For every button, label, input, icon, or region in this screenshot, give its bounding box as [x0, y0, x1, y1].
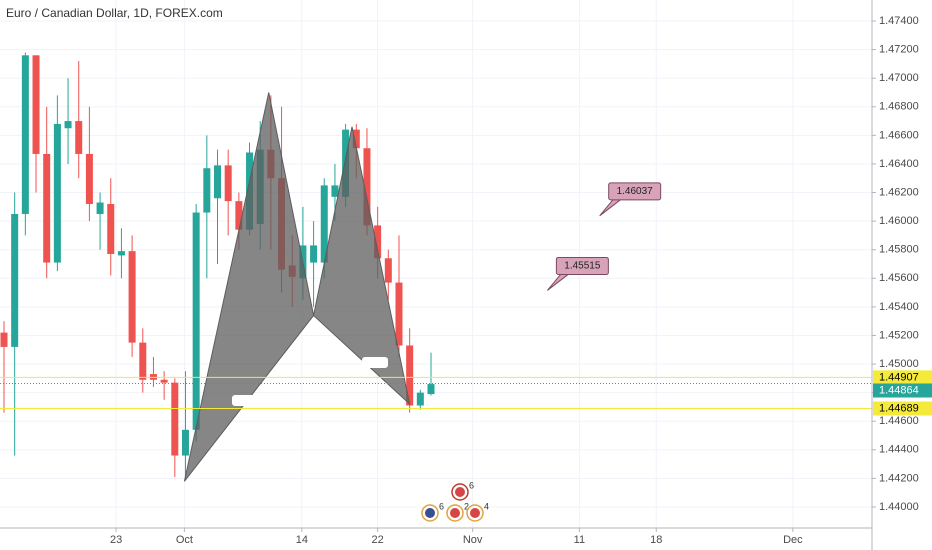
candle-body [53, 123, 61, 263]
candle-body [85, 153, 93, 204]
candle-body [203, 168, 211, 213]
y-tick-label: 1.44600 [879, 415, 919, 427]
x-tick-label: Oct [176, 534, 193, 546]
candle-body [363, 148, 371, 226]
candle-body [11, 213, 19, 347]
y-tick-label: 1.44000 [879, 501, 919, 513]
x-tick-label: 22 [372, 534, 384, 546]
candle-body [310, 245, 318, 263]
candle-body [21, 55, 29, 214]
candle-body [395, 282, 403, 346]
x-tick-label: Dec [783, 534, 803, 546]
y-tick-label: 1.45200 [879, 329, 919, 341]
y-tick-label: 1.44400 [879, 444, 919, 456]
candle-body [374, 225, 382, 259]
event-badge-count: 6 [469, 480, 474, 490]
candle-body [0, 332, 8, 347]
candle-body [214, 165, 222, 199]
event-badge-count: 2 [464, 501, 469, 511]
y-tick-label: 1.45600 [879, 272, 919, 284]
candle-body [117, 251, 125, 256]
candle-body [171, 382, 179, 456]
candle-body [416, 392, 424, 406]
y-tick-label: 1.46200 [879, 186, 919, 198]
y-tick-label: 1.47400 [879, 15, 919, 27]
candle-body [352, 129, 360, 149]
price-line-label-bg [873, 370, 932, 385]
event-flag [450, 508, 460, 518]
event-badge-count: 6 [439, 501, 444, 511]
callout-label: 1.45515 [564, 261, 601, 272]
candle-body [181, 429, 189, 456]
y-tick-label: 1.46000 [879, 215, 919, 227]
candle-body [64, 121, 72, 129]
candle-body [384, 258, 392, 283]
candle-body [128, 251, 136, 343]
candle-body [331, 185, 339, 197]
candle-body [139, 342, 147, 380]
candle-body [224, 165, 232, 202]
callout-label: 1.46037 [617, 186, 654, 197]
label-mask [232, 395, 266, 406]
candle-body [160, 379, 168, 383]
event-flag [425, 508, 435, 518]
label-mask [362, 357, 388, 368]
y-tick-label: 1.46600 [879, 129, 919, 141]
x-tick-label: 23 [110, 534, 122, 546]
callout-box [555, 256, 609, 275]
candle-body [320, 185, 328, 263]
y-tick-label: 1.46800 [879, 101, 919, 113]
price-line-label: 1.44689 [879, 402, 919, 414]
y-tick-label: 1.47200 [879, 44, 919, 56]
event-flag [470, 508, 480, 518]
candle-body [96, 202, 104, 214]
candle-body [235, 201, 243, 230]
y-tick-label: 1.45800 [879, 244, 919, 256]
x-tick-label: Nov [463, 534, 483, 546]
pattern-triangle [313, 126, 411, 406]
y-tick-label: 1.45400 [879, 301, 919, 313]
last-price-label-bg [873, 383, 932, 398]
callout-box [608, 182, 662, 201]
event-badge-count: 4 [484, 501, 489, 511]
candle-body [192, 212, 200, 430]
x-tick-label: 11 [574, 534, 585, 546]
y-tick-label: 1.45000 [879, 358, 919, 370]
y-tick-label: 1.47000 [879, 72, 919, 84]
price-line-label-bg [873, 401, 932, 416]
last-price-label: 1.44864 [879, 384, 919, 396]
candle-body [32, 55, 40, 154]
chart-title: Euro / Canadian Dollar, 1D, FOREX.com [6, 6, 223, 20]
x-tick-label: 18 [650, 534, 662, 546]
x-tick-label: 14 [296, 534, 308, 546]
candle-body [406, 345, 414, 406]
candle-body [43, 153, 51, 263]
price-line-label: 1.44907 [879, 371, 919, 383]
y-tick-label: 1.44200 [879, 472, 919, 484]
event-flag [455, 487, 465, 497]
y-tick-label: 1.46400 [879, 158, 919, 170]
candle-body [75, 121, 83, 154]
candle-body [427, 384, 435, 395]
candle-body [107, 203, 115, 254]
